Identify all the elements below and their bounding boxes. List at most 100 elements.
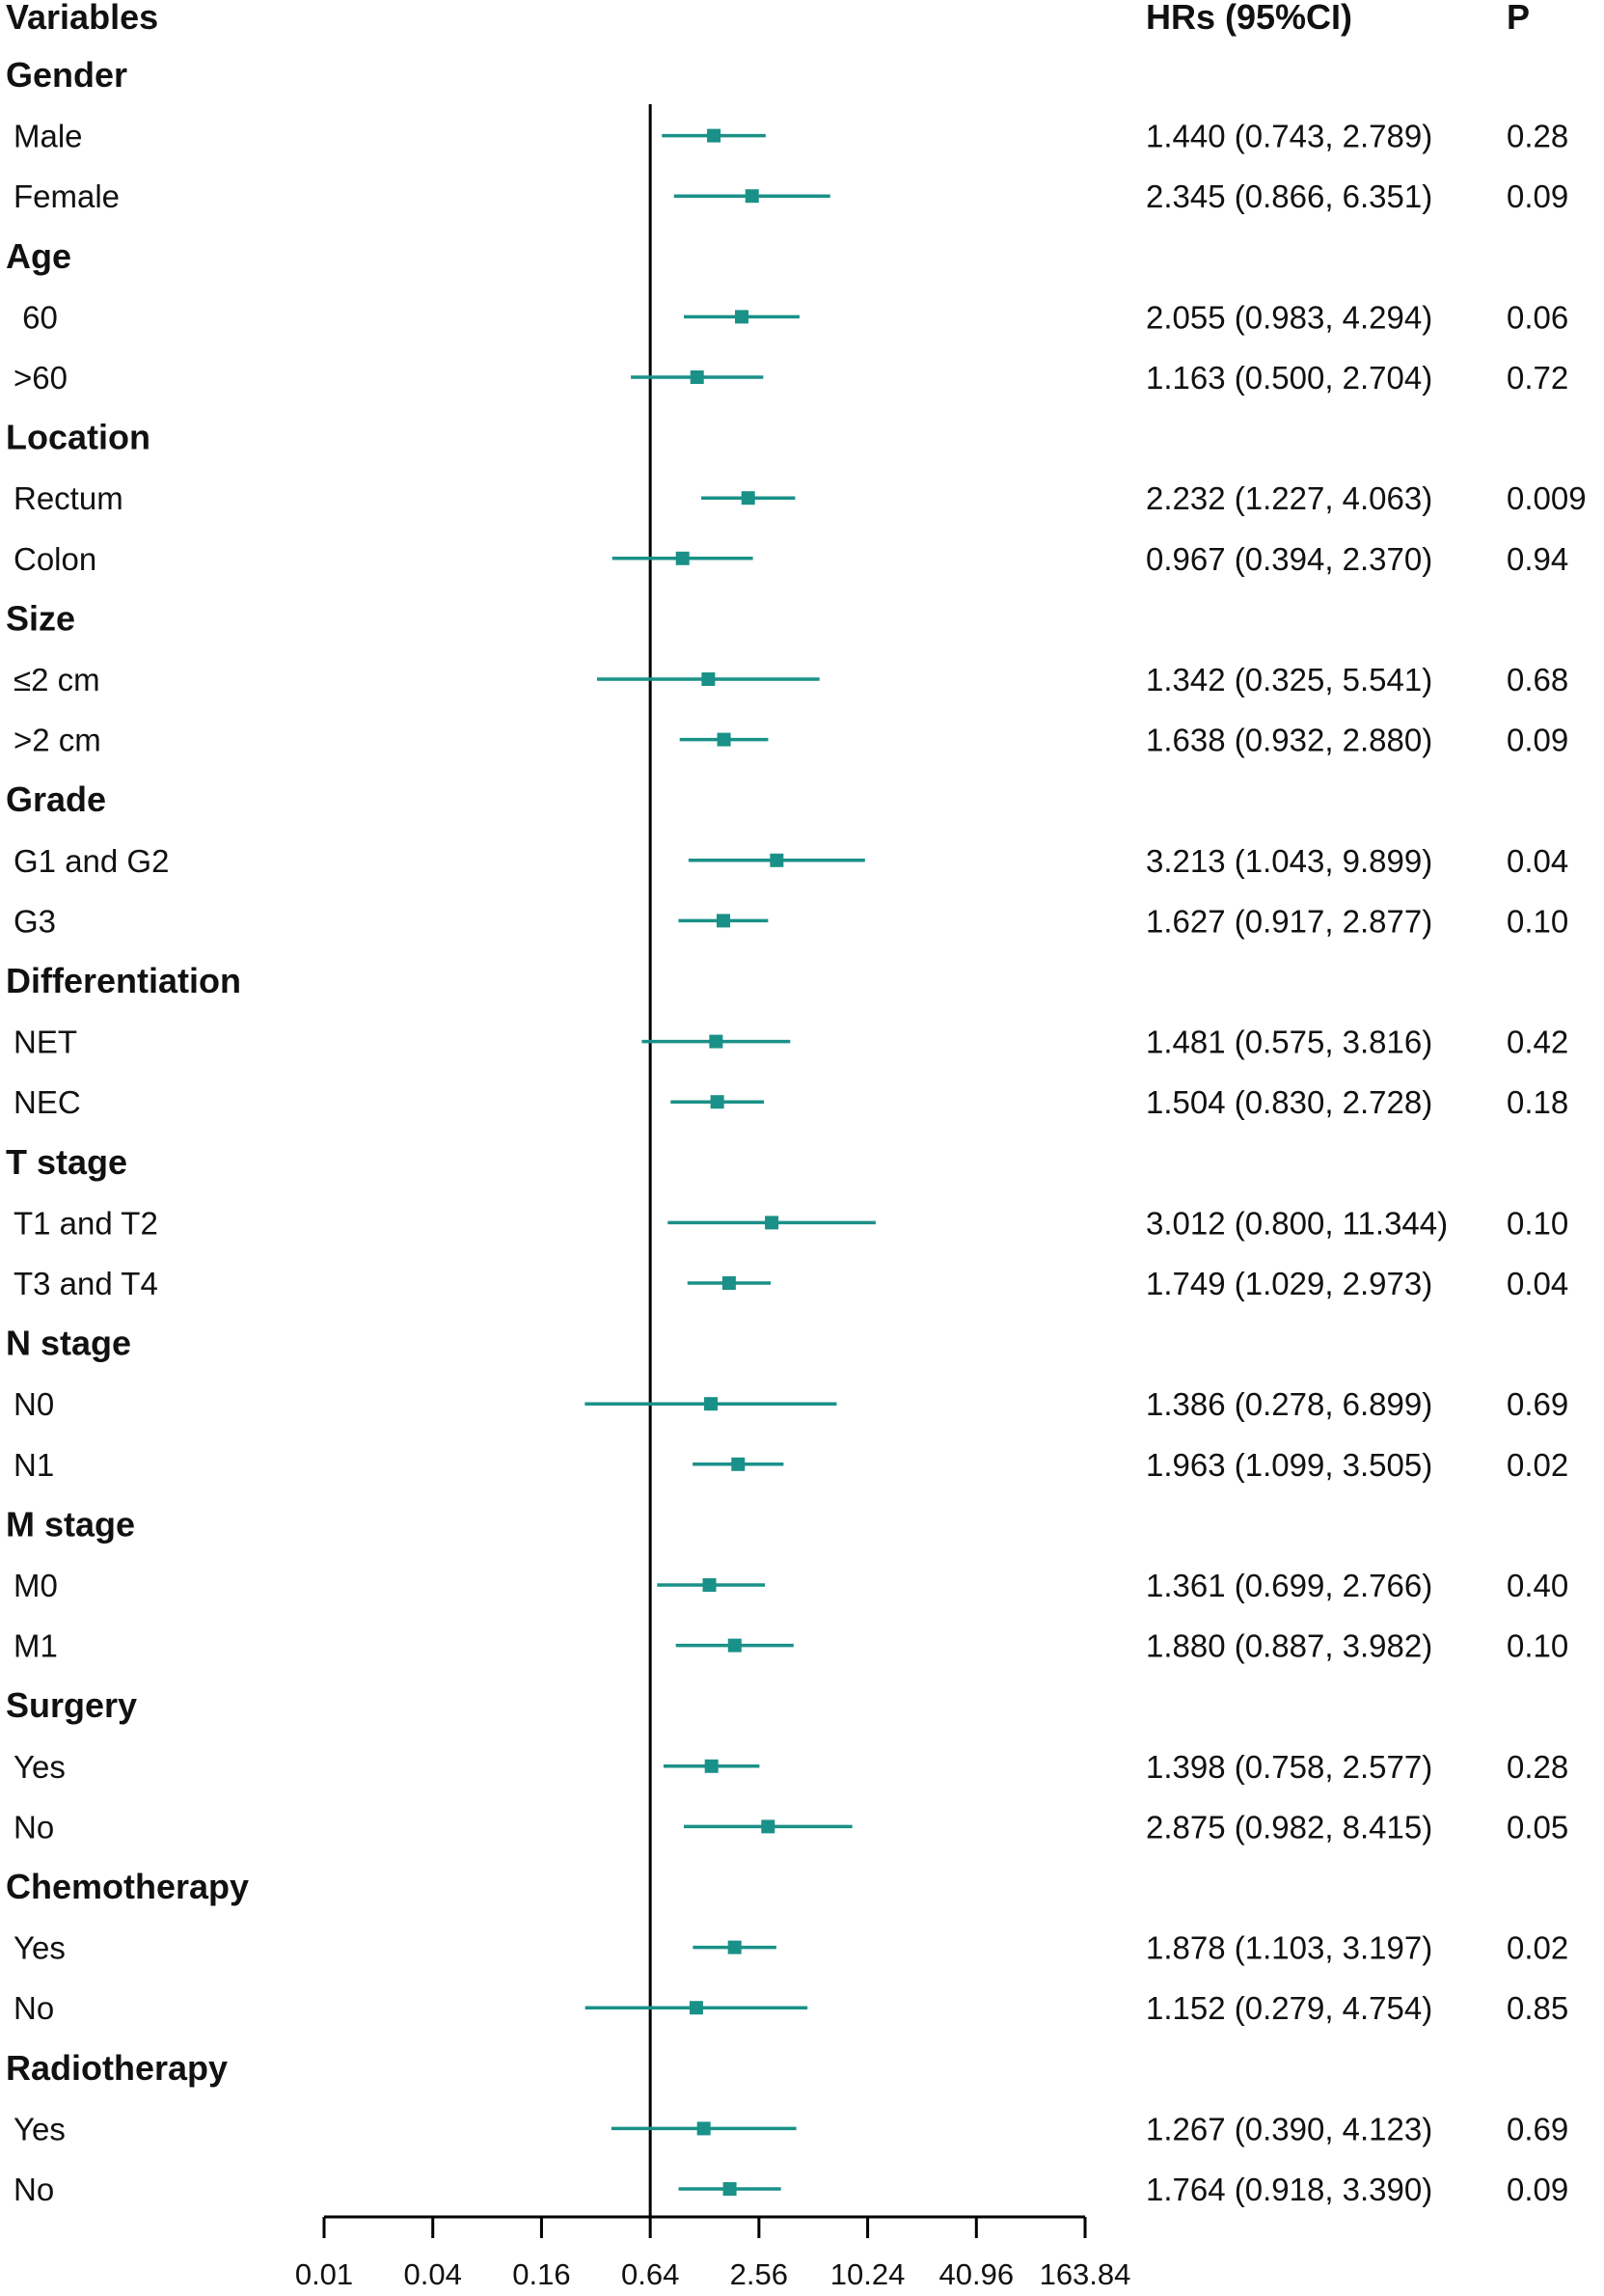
x-tick-label: 40.96: [938, 2257, 1014, 2291]
hr-value: 2.055 (0.983, 4.294): [1146, 299, 1432, 335]
hr-point: [727, 1940, 742, 1954]
row-label: M1: [14, 1628, 58, 1664]
row-label: >60: [14, 360, 68, 396]
hr-point: [741, 491, 755, 506]
hr-value: 1.504 (0.830, 2.728): [1146, 1084, 1432, 1120]
x-tick-label: 0.04: [404, 2257, 462, 2291]
hr-value: 1.627 (0.917, 2.877): [1146, 903, 1432, 939]
p-value: 0.18: [1507, 1084, 1568, 1120]
p-value: 0.72: [1507, 360, 1568, 396]
hr-value: 1.163 (0.500, 2.704): [1146, 360, 1432, 396]
row-label: T1 and T2: [14, 1205, 158, 1241]
group-label: Radiotherapy: [6, 2048, 228, 2088]
hr-value: 1.152 (0.279, 4.754): [1146, 1990, 1432, 2026]
hr-value: 1.481 (0.575, 3.816): [1146, 1025, 1432, 1060]
group-label: Age: [6, 236, 71, 276]
hr-point: [704, 1759, 719, 1773]
p-value: 0.04: [1507, 843, 1568, 879]
p-value: 0.10: [1507, 903, 1568, 939]
hr-value: 1.878 (1.103, 3.197): [1146, 1930, 1432, 1966]
group-label: Surgery: [6, 1685, 137, 1725]
hr-point: [761, 1819, 775, 1834]
hr-point: [689, 2001, 703, 2015]
hr-value: 3.213 (1.043, 9.899): [1146, 843, 1432, 879]
hr-point: [703, 1397, 718, 1411]
row-label: >2 cm: [14, 723, 101, 758]
row-label: No: [14, 1990, 54, 2026]
hr-point: [722, 2182, 737, 2196]
x-tick-label: 163.84: [1040, 2257, 1131, 2291]
p-value: 0.06: [1507, 299, 1568, 335]
p-value: 0.42: [1507, 1025, 1568, 1060]
row-label: M0: [14, 1568, 58, 1603]
hr-value: 2.345 (0.866, 6.351): [1146, 178, 1432, 214]
hr-point: [717, 732, 731, 747]
hr-point: [731, 1457, 746, 1471]
p-value: 0.09: [1507, 723, 1568, 758]
p-value: 0.94: [1507, 541, 1568, 577]
row-label: NEC: [14, 1084, 81, 1120]
p-value: 0.40: [1507, 1568, 1568, 1603]
hr-point: [702, 1578, 717, 1592]
hr-value: 2.875 (0.982, 8.415): [1146, 1809, 1432, 1845]
row-label: ≤2 cm: [14, 662, 100, 697]
p-value: 0.09: [1507, 178, 1568, 214]
row-label: Colon: [14, 541, 96, 577]
x-tick-label: 2.56: [730, 2257, 788, 2291]
hr-point: [770, 853, 784, 867]
group-label: Grade: [6, 779, 106, 819]
row-label: Yes: [14, 2111, 66, 2146]
hr-point: [707, 128, 721, 143]
hr-value: 1.386 (0.278, 6.899): [1146, 1386, 1432, 1422]
hr-point: [701, 672, 716, 686]
hr-value: 1.361 (0.699, 2.766): [1146, 1568, 1432, 1603]
row-label: Rectum: [14, 480, 123, 516]
hr-point: [709, 1034, 723, 1049]
p-value: 0.85: [1507, 1990, 1568, 2026]
hr-point: [690, 370, 704, 384]
row-label: 60: [14, 299, 58, 335]
x-tick-label: 0.64: [621, 2257, 679, 2291]
hr-point: [710, 1095, 724, 1109]
hr-point: [745, 189, 759, 204]
hr-value: 0.967 (0.394, 2.370): [1146, 541, 1432, 577]
row-label: Male: [14, 119, 83, 154]
hr-point: [734, 310, 748, 324]
hr-value: 1.764 (0.918, 3.390): [1146, 2172, 1432, 2207]
group-label: N stage: [6, 1324, 131, 1363]
p-value: 0.04: [1507, 1266, 1568, 1301]
row-label: T3 and T4: [14, 1266, 158, 1301]
row-label: No: [14, 2172, 54, 2207]
hr-point: [765, 1216, 779, 1230]
row-label: Female: [14, 178, 120, 214]
group-label: Chemotherapy: [6, 1867, 249, 1906]
p-value: 0.28: [1507, 1749, 1568, 1785]
p-value: 0.28: [1507, 119, 1568, 154]
p-value: 0.02: [1507, 1930, 1568, 1966]
hr-value: 1.880 (0.887, 3.982): [1146, 1628, 1432, 1664]
hr-value: 1.267 (0.390, 4.123): [1146, 2111, 1432, 2146]
rows-layer: Gender Male 1.440 (0.743, 2.789) 0.28 Female…: [6, 55, 1587, 2217]
hr-value: 1.440 (0.743, 2.789): [1146, 119, 1432, 154]
hr-value: 1.749 (1.029, 2.973): [1146, 1266, 1432, 1301]
header-hr: HRs (95%CI): [1146, 0, 1352, 37]
group-label: Size: [6, 598, 75, 638]
group-label: M stage: [6, 1504, 135, 1544]
group-label: Location: [6, 418, 150, 457]
row-label: N1: [14, 1447, 54, 1483]
hr-value: 1.638 (0.932, 2.880): [1146, 723, 1432, 758]
hr-point: [727, 1638, 742, 1653]
p-value: 0.05: [1507, 1809, 1568, 1845]
x-axis: 0.01 0.04 0.16 0.64 2.56 10.24 40.96 163.84: [295, 2215, 1131, 2291]
hr-point: [696, 2121, 711, 2136]
group-label: T stage: [6, 1142, 127, 1182]
row-label: Yes: [14, 1930, 66, 1966]
x-tick-label: 10.24: [830, 2257, 906, 2291]
p-value: 0.10: [1507, 1205, 1568, 1241]
hr-value: 2.232 (1.227, 4.063): [1146, 480, 1432, 516]
p-value: 0.02: [1507, 1447, 1568, 1483]
p-value: 0.68: [1507, 662, 1568, 697]
header-p: P: [1507, 0, 1530, 37]
row-label: Yes: [14, 1749, 66, 1785]
